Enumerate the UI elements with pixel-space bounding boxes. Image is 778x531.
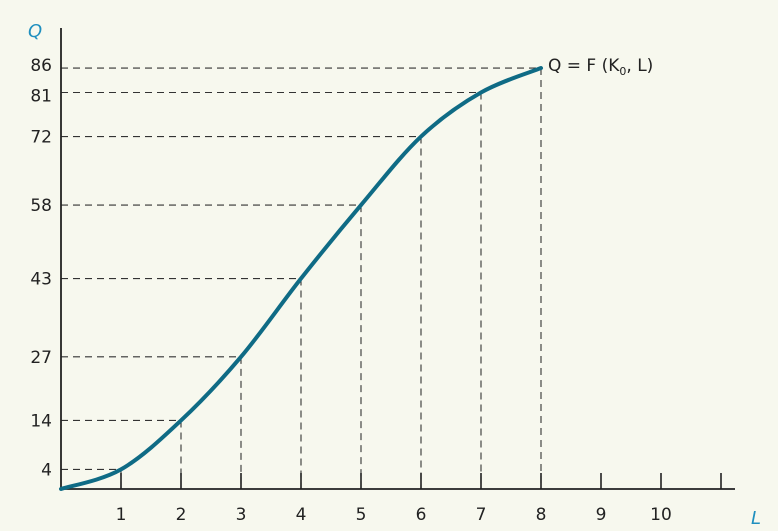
y-tick-label-86: 86: [30, 56, 52, 76]
production-curve: [59, 66, 543, 491]
tick-labels: 1 2 3 4 5 6 7 8 9 10 4 14 27 43 58 72 81 86: [30, 56, 671, 525]
curve-label: Q = F (K0, L): [548, 56, 653, 78]
y-tick-label-43: 43: [30, 270, 52, 290]
y-tick-label-72: 72: [30, 128, 52, 148]
y-tick-label-58: 58: [30, 196, 52, 216]
x-tick-label-6: 6: [416, 505, 427, 525]
x-tick-label-7: 7: [476, 505, 487, 525]
x-tick-label-8: 8: [536, 505, 547, 525]
x-tick-label-10: 10: [650, 505, 672, 525]
x-tick-label-4: 4: [296, 505, 307, 525]
x-tick-label-1: 1: [116, 505, 127, 525]
y-tick-label-14: 14: [30, 411, 52, 431]
curve-label-suffix: , L): [626, 56, 653, 76]
series-group: [59, 66, 543, 491]
x-tick-label-5: 5: [356, 505, 367, 525]
tick-marks: [120, 473, 722, 489]
x-tick-label-2: 2: [176, 505, 187, 525]
curve-label-prefix: Q = F (K: [548, 56, 620, 76]
x-axis-title: L: [751, 508, 761, 529]
y-tick-label-27: 27: [30, 348, 52, 368]
y-tick-label-81: 81: [30, 87, 52, 107]
x-tick-label-9: 9: [596, 505, 607, 525]
x-tick-label-3: 3: [236, 505, 247, 525]
dashed-guide-lines: [61, 67, 542, 489]
y-axis-title: Q: [28, 21, 42, 42]
curve-label-subscript: 0: [619, 65, 626, 78]
y-tick-label-4: 4: [41, 460, 52, 480]
axes: [60, 28, 735, 490]
